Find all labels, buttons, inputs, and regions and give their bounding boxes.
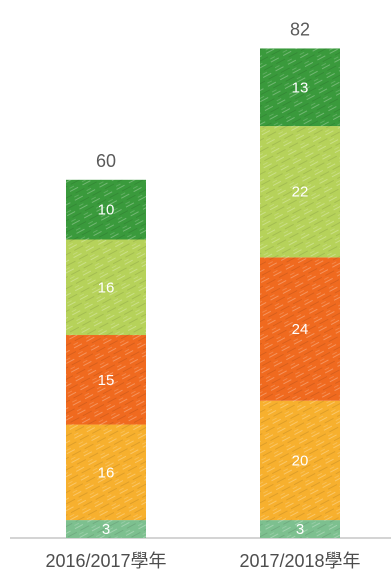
bar-segment-texture xyxy=(260,257,340,401)
data-label: 24 xyxy=(292,321,309,338)
bar-segment-texture xyxy=(260,520,340,538)
data-label: 10 xyxy=(98,202,115,219)
data-label: 15 xyxy=(98,372,115,389)
x-tick-label: 2016/2017學年 xyxy=(45,551,166,571)
bar-segment-texture xyxy=(66,335,146,425)
total-label: 82 xyxy=(290,19,310,39)
bar-segment-texture xyxy=(260,48,340,127)
data-label: 13 xyxy=(292,79,309,96)
total-label: 60 xyxy=(96,151,116,171)
data-label: 3 xyxy=(102,521,110,538)
bar-segment-texture xyxy=(260,400,340,521)
bar-segment-texture xyxy=(66,239,146,336)
x-tick-label: 2017/2018學年 xyxy=(239,551,360,571)
bar-segment-texture xyxy=(66,424,146,521)
bar-segment-texture xyxy=(260,126,340,258)
data-label: 3 xyxy=(296,521,304,538)
data-label: 22 xyxy=(292,184,309,201)
data-label: 16 xyxy=(98,464,115,481)
data-label: 16 xyxy=(98,279,115,296)
bar-segment-texture xyxy=(66,179,146,240)
bar-segment-texture xyxy=(66,520,146,538)
data-label: 20 xyxy=(292,452,309,469)
